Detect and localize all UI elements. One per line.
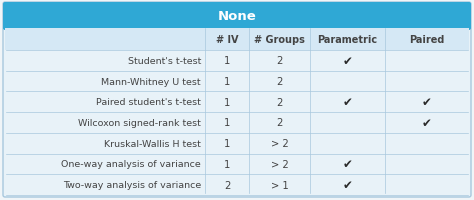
Text: 2: 2 (224, 180, 230, 190)
Text: ✔: ✔ (343, 158, 353, 171)
Text: 2: 2 (276, 118, 283, 128)
Text: 1: 1 (224, 118, 230, 128)
Text: One-way analysis of variance: One-way analysis of variance (61, 160, 201, 169)
Text: ✔: ✔ (343, 96, 353, 109)
Text: 1: 1 (224, 56, 230, 66)
Text: Paired student's t-test: Paired student's t-test (96, 98, 201, 107)
Text: # IV: # IV (216, 35, 238, 45)
Text: 2: 2 (276, 56, 283, 66)
FancyBboxPatch shape (3, 3, 471, 197)
Text: # Groups: # Groups (254, 35, 305, 45)
Bar (5, 29, 469, 51)
Text: ✔: ✔ (422, 96, 432, 109)
Text: ✔: ✔ (343, 55, 353, 68)
Text: Mann-Whitney U test: Mann-Whitney U test (101, 77, 201, 86)
Text: ✔: ✔ (343, 178, 353, 191)
Text: Parametric: Parametric (318, 35, 378, 45)
Text: 1: 1 (224, 97, 230, 107)
Text: 1: 1 (224, 77, 230, 87)
Text: > 2: > 2 (271, 139, 288, 148)
Text: ✔: ✔ (422, 116, 432, 129)
Text: 1: 1 (224, 139, 230, 148)
Text: 1: 1 (224, 159, 230, 169)
Text: Paired: Paired (410, 35, 445, 45)
Bar (7, 17, 467, 29)
Text: None: None (218, 10, 256, 23)
Text: 2: 2 (276, 77, 283, 87)
FancyBboxPatch shape (3, 3, 471, 31)
Text: Student's t-test: Student's t-test (128, 57, 201, 66)
Text: > 1: > 1 (271, 180, 288, 190)
Text: 2: 2 (276, 97, 283, 107)
Text: > 2: > 2 (271, 159, 288, 169)
Text: Two-way analysis of variance: Two-way analysis of variance (63, 180, 201, 189)
Text: Wilcoxon signed-rank test: Wilcoxon signed-rank test (78, 118, 201, 127)
Text: Kruskal-Wallis H test: Kruskal-Wallis H test (104, 139, 201, 148)
